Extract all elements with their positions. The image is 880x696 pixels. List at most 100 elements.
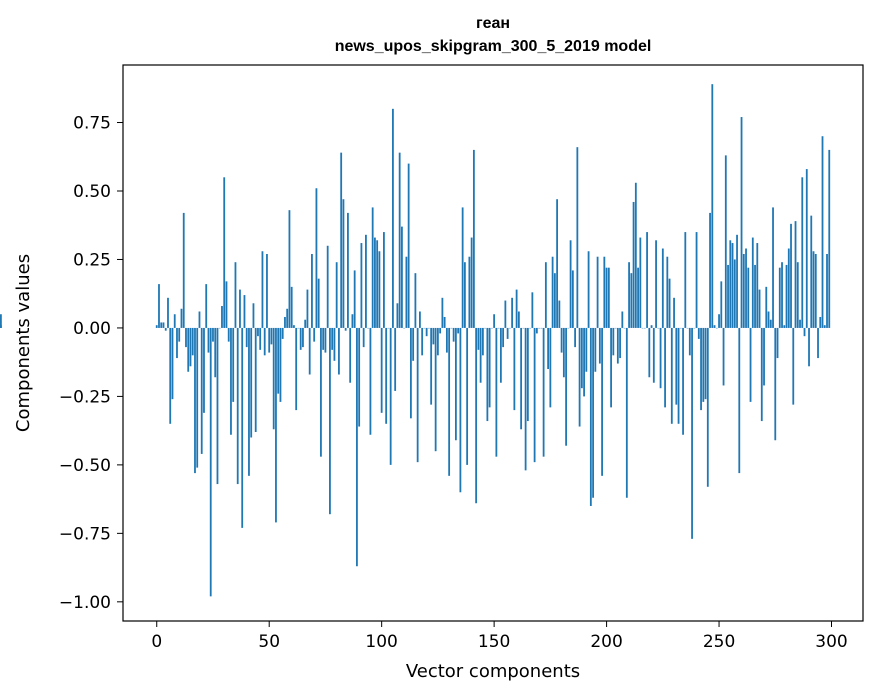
bar <box>207 327 210 353</box>
bar <box>324 327 327 353</box>
bar <box>790 223 792 328</box>
bar <box>436 327 439 356</box>
bar <box>477 327 480 350</box>
bar <box>189 327 192 367</box>
bar <box>571 270 574 328</box>
bar <box>320 327 322 457</box>
bar <box>380 327 383 413</box>
bar <box>430 327 433 405</box>
bar <box>691 327 693 539</box>
bar <box>799 319 801 328</box>
bar <box>313 327 316 342</box>
bar <box>495 327 498 457</box>
bar <box>293 325 295 328</box>
bar <box>389 327 392 465</box>
bar <box>781 262 783 328</box>
bar <box>612 327 615 356</box>
bar <box>646 232 648 328</box>
bar <box>569 240 572 328</box>
bar <box>702 327 705 402</box>
bar <box>697 327 700 339</box>
bar <box>805 169 808 328</box>
bar <box>695 232 698 328</box>
bar <box>304 319 307 328</box>
bar <box>583 327 585 397</box>
bar <box>578 327 581 427</box>
bar <box>290 286 293 328</box>
bar <box>558 300 561 328</box>
bar <box>547 327 550 370</box>
bar <box>574 327 576 348</box>
bar <box>533 327 536 463</box>
bar <box>621 311 624 328</box>
bar <box>589 327 592 506</box>
bar <box>322 327 325 350</box>
bar <box>551 256 554 328</box>
bar <box>619 327 621 359</box>
bar <box>356 327 358 567</box>
bar <box>200 327 203 454</box>
bar <box>266 253 268 328</box>
bar <box>661 248 664 328</box>
bar <box>515 289 518 328</box>
bar <box>792 327 795 405</box>
bar <box>763 327 765 386</box>
bar <box>607 267 610 328</box>
bar <box>466 327 469 465</box>
bar <box>760 327 763 422</box>
y-tick-label: 0.25 <box>73 250 111 270</box>
bar <box>639 237 642 328</box>
x-axis-ticks: 0 50 100 150 200 250 300 <box>151 621 848 652</box>
bar <box>778 267 781 328</box>
bar <box>810 215 813 328</box>
bar <box>486 327 489 422</box>
bar <box>360 243 363 328</box>
bar <box>257 327 259 337</box>
bar <box>801 177 804 328</box>
y-tick-label: −0.75 <box>59 524 111 544</box>
bar <box>727 264 729 328</box>
bar <box>333 327 336 361</box>
bar <box>803 327 806 337</box>
bar <box>713 325 716 328</box>
bar <box>758 289 761 328</box>
bar <box>511 297 514 328</box>
bar <box>315 188 318 328</box>
bar <box>459 327 462 493</box>
bar <box>407 163 410 328</box>
bar <box>628 262 630 328</box>
bar <box>281 327 284 339</box>
bar <box>225 281 228 328</box>
bar <box>517 311 520 328</box>
bar <box>419 311 421 328</box>
bar <box>243 295 246 328</box>
bar <box>794 221 797 328</box>
bar <box>223 177 226 328</box>
bar <box>277 327 280 394</box>
bar <box>349 327 352 383</box>
bar <box>659 327 662 389</box>
bar <box>385 327 388 424</box>
bar <box>796 262 799 328</box>
bar <box>666 256 669 328</box>
bar <box>630 273 633 328</box>
bar <box>812 251 815 328</box>
bar <box>670 327 673 424</box>
bar <box>221 306 223 328</box>
bar <box>198 311 201 328</box>
bar <box>677 327 680 424</box>
bar <box>362 327 365 348</box>
bar <box>706 327 709 487</box>
bar <box>374 237 376 328</box>
bar <box>279 327 282 402</box>
y-tick-label: 0.75 <box>73 114 111 134</box>
bar <box>504 300 507 328</box>
bar <box>544 262 547 328</box>
bar <box>745 248 747 328</box>
bar <box>259 327 262 350</box>
bar <box>648 327 651 378</box>
bar <box>472 149 475 328</box>
bar <box>263 327 266 356</box>
bar <box>675 327 678 405</box>
bar <box>434 327 437 452</box>
